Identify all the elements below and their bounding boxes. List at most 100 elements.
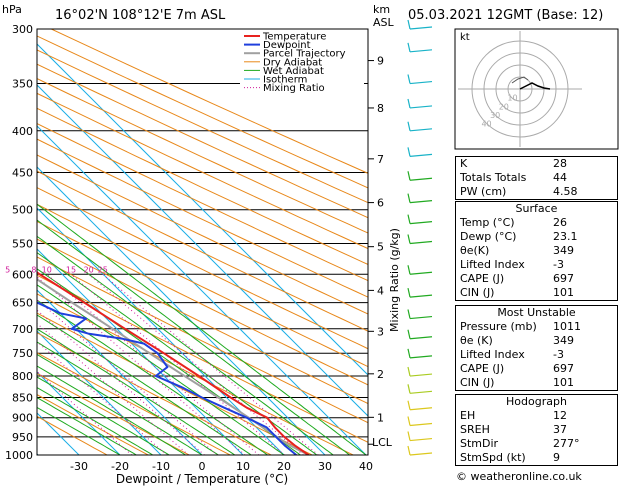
surface-row: CIN (J) 101 [460, 286, 574, 299]
wet-adiabat [37, 353, 203, 455]
dry-adiabat [37, 293, 354, 455]
mixing-ratio-label: 15 [66, 265, 76, 274]
wet-adiabat [37, 406, 121, 455]
wet-adiabat [37, 252, 318, 455]
wind-barb [409, 199, 433, 204]
dry-adiabat [37, 107, 368, 266]
wet-adiabat [37, 219, 350, 455]
wet-adiabat [37, 365, 186, 455]
wind-barb-flag [407, 431, 411, 441]
wet-adiabat [37, 386, 154, 455]
km-tick-label: 5 [377, 241, 384, 254]
wind-barb-flag [407, 400, 411, 410]
legend-entry: Dewpoint [263, 40, 311, 51]
km-label: km [373, 3, 391, 16]
wind-barb [409, 294, 433, 298]
dry-adiabat [37, 170, 368, 332]
dry-adiabat [37, 394, 149, 455]
temp-tick-label: 30 [318, 460, 332, 473]
dry-adiabat [37, 138, 368, 298]
dry-adiabat [37, 372, 190, 455]
copyright: © weatheronline.co.uk [456, 470, 582, 483]
wind-barb-flag [407, 147, 411, 157]
wind-barb-flag [407, 416, 411, 426]
dry-adiabat [37, 256, 368, 424]
wind-barb-flag [407, 384, 411, 394]
temp-tick-label: -20 [111, 460, 129, 473]
wind-barb [409, 128, 433, 132]
pressure-tick-label: 1000 [5, 449, 33, 462]
wind-barb-flag [407, 348, 411, 359]
hodograph-kt-label: kt [460, 32, 470, 43]
lcl-label: LCL [372, 436, 393, 449]
wind-barb-flag [407, 287, 411, 298]
hodograph-ring-label: 30 [490, 111, 500, 120]
legend-entry: Temperature [262, 32, 326, 43]
surface-title: Surface [515, 202, 558, 215]
mixing-ratio-line [37, 309, 205, 455]
hodo-row: EH 12 [460, 409, 567, 422]
wind-barb-flag [407, 309, 411, 319]
isotherm-line [37, 125, 367, 455]
pressure-tick-label: 300 [12, 23, 33, 36]
mixing-ratio-line [37, 322, 189, 455]
indices-table: K 28 Totals Totals 44 PW (cm) 4.58 [455, 156, 618, 200]
hodograph-ring-label: 20 [499, 102, 509, 111]
date-title: 05.03.2021 12GMT (Base: 12) [408, 8, 604, 23]
hodo-row: StmDir 277° [460, 437, 580, 450]
mu-row: CAPE (J) 697 [460, 362, 574, 375]
wet-adiabat [37, 341, 219, 455]
surface-row: Lifted Index -3 [460, 258, 564, 271]
hodograph-section: Hodograph EH 12 SREH 37 StmDir 277° StmSpd … [455, 394, 618, 466]
wind-barb [409, 422, 433, 427]
mixing-ratio-line [37, 276, 246, 455]
dry-adiabat [37, 123, 368, 282]
wet-adiabat [37, 328, 236, 455]
pressure-tick-label: 600 [12, 268, 33, 281]
hodograph-trace [519, 82, 551, 90]
temp-tick-label: -30 [70, 460, 88, 473]
temp-tick-label: 20 [277, 460, 291, 473]
dry-adiabat [37, 312, 313, 455]
km-tick-label: 4 [377, 284, 384, 297]
mu-row: Lifted Index -3 [460, 348, 564, 361]
pressure-tick-label: 650 [12, 297, 33, 310]
dry-adiabat [37, 92, 368, 250]
wind-barb [409, 80, 433, 85]
dewpoint-line [37, 301, 297, 455]
wind-barb [409, 373, 433, 377]
wind-barb-flag [407, 121, 411, 131]
wind-barb [409, 240, 433, 245]
surface-row: θe(K) 349 [460, 244, 574, 257]
km-tick-label: 7 [377, 153, 384, 166]
wind-barb-flag [407, 445, 411, 456]
wind-barb [409, 355, 433, 359]
mixing-ratio-label: 8 [31, 265, 36, 274]
wind-barb [409, 437, 433, 442]
mu-row: CIN (J) 101 [460, 376, 574, 389]
temp-tick-label: 40 [359, 460, 373, 473]
wind-barb-flag [407, 171, 411, 181]
dry-adiabat [37, 220, 368, 386]
mu-row: Pressure (mb) 1011 [460, 320, 581, 333]
wind-barb-flag [407, 329, 411, 339]
isotherm-line [37, 207, 285, 455]
legend-box [240, 30, 364, 92]
pressure-tick-label: 500 [12, 204, 33, 217]
wind-barb [409, 26, 433, 30]
index-row-k: K 28 [460, 157, 567, 170]
wet-adiabat [37, 397, 137, 455]
surface-row: CAPE (J) 697 [460, 272, 574, 285]
mixing-ratio-label: 25 [98, 265, 108, 274]
wind-barb [409, 221, 433, 225]
dry-adiabat [51, 29, 368, 174]
pressure-tick-label: 700 [12, 323, 33, 336]
wind-barb [409, 105, 433, 109]
km-tick-label: 6 [377, 197, 384, 210]
pressure-tick-label: 750 [12, 347, 33, 360]
wet-adiabat [37, 376, 170, 455]
dry-adiabat [37, 187, 368, 350]
isotherm-line [37, 43, 368, 376]
temperature-line [37, 271, 310, 455]
